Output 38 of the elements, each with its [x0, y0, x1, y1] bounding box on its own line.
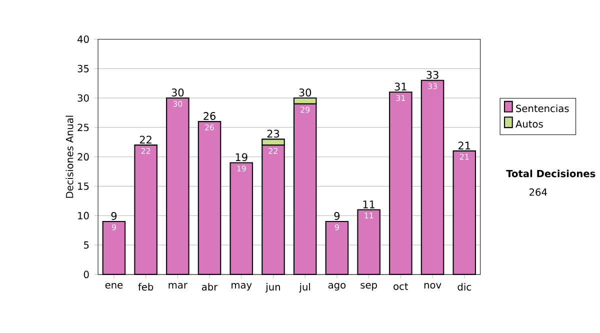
x-tick-label: feb [138, 282, 154, 290]
x-tick-label: ago [328, 282, 346, 290]
total-label: 21 [458, 141, 470, 150]
total-label: 30 [299, 88, 312, 96]
total-label: 9 [111, 212, 117, 220]
x-tick-label: jun [265, 282, 280, 292]
legend-label: Autos [516, 120, 543, 128]
text: 264 [530, 188, 547, 196]
total-label: 31 [394, 82, 406, 90]
y-axis-title: Decisiones Anual [66, 116, 74, 198]
x-tick-label: mar [168, 282, 188, 288]
x-tick-label: may [232, 282, 252, 290]
total-label: 11 [363, 200, 374, 208]
y-tick-label: 40 [77, 35, 89, 43]
y-tick-label: 20 [78, 153, 89, 160]
y-tick-label: 30 [78, 94, 89, 102]
y-tick-label: 35 [78, 64, 89, 72]
x-tick-label: dic [458, 282, 471, 290]
y-tick-label: 25 [78, 124, 89, 132]
legend-label: Sentencias [516, 104, 569, 112]
x-tick-label: ene [105, 282, 123, 288]
total-label: 26 [204, 112, 216, 120]
total-label: 23 [267, 130, 280, 138]
y-tick-label: 15 [78, 182, 89, 190]
total-label: 22 [140, 136, 152, 144]
x-tick-label: nov [424, 282, 442, 288]
y-tick-label: 0 [84, 270, 89, 278]
x-tick-label: sep [360, 282, 377, 290]
total-label: 33 [426, 70, 438, 79]
total-label: 9 [334, 212, 340, 220]
x-tick-label: jul [299, 282, 310, 292]
x-tick-label: abr [202, 282, 218, 290]
x-tick-label: oct [394, 282, 408, 290]
y-tick-label: 5 [84, 241, 89, 249]
total-label: 19 [236, 153, 248, 162]
total-label: 30 [172, 88, 184, 96]
text: Total Decisiones [506, 170, 596, 178]
y-tick-label: 10 [78, 212, 89, 220]
